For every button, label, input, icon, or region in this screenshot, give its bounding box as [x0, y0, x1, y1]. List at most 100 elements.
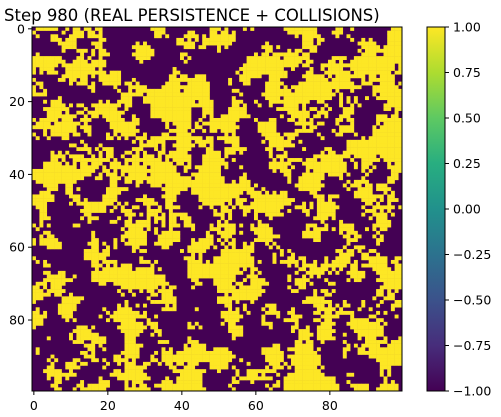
heatmap-cell [209, 234, 214, 239]
heatmap-cell [91, 230, 96, 235]
heatmap-cell [65, 296, 70, 301]
heatmap-cell [283, 63, 288, 68]
heatmap-cell [165, 361, 170, 366]
heatmap-cell [313, 383, 318, 388]
heatmap-cell [390, 361, 395, 366]
heatmap-cell [183, 365, 188, 370]
heatmap-cell [72, 41, 77, 46]
heatmap-cell [202, 267, 207, 272]
heatmap-cell [180, 176, 184, 181]
heatmap-cell [316, 329, 321, 334]
heatmap-cell [379, 216, 384, 221]
heatmap-cell [117, 136, 122, 141]
heatmap-cell [298, 332, 303, 337]
heatmap-cell [305, 343, 310, 348]
heatmap-cell [390, 274, 395, 279]
heatmap-cell [43, 194, 48, 199]
heatmap-cell [150, 278, 155, 283]
heatmap-cell [80, 63, 85, 68]
heatmap-cell [250, 245, 255, 250]
colorbar-tick-label: 1.00 [453, 20, 481, 35]
heatmap-cell [194, 85, 199, 90]
heatmap-cell [383, 212, 388, 217]
heatmap-cell [131, 128, 136, 133]
heatmap-cell [309, 343, 314, 348]
heatmap-cell [131, 365, 136, 370]
heatmap-cell [32, 321, 36, 326]
heatmap-cell [94, 263, 99, 268]
heatmap-cell [228, 267, 233, 272]
heatmap-cell [83, 74, 88, 79]
heatmap-cell [276, 201, 281, 206]
heatmap-cell [183, 387, 188, 392]
heatmap-cell [328, 212, 332, 217]
heatmap-cell [398, 81, 403, 86]
heatmap-cell [191, 350, 196, 355]
heatmap-cell [213, 41, 218, 46]
heatmap-cell [246, 114, 251, 119]
heatmap-cell [342, 347, 347, 352]
heatmap-cell [383, 187, 388, 192]
heatmap-cell [150, 161, 155, 166]
heatmap-cell [365, 183, 369, 188]
heatmap-cell [32, 256, 36, 261]
heatmap-cell [320, 110, 325, 115]
heatmap-cell [183, 85, 188, 90]
heatmap-cell [276, 198, 281, 202]
heatmap-cell [176, 139, 181, 144]
heatmap-cell [128, 212, 133, 217]
heatmap-cell [205, 150, 210, 155]
heatmap-cell [350, 318, 355, 323]
heatmap-cell [165, 354, 170, 359]
heatmap-cell [43, 168, 48, 173]
heatmap-cell [246, 376, 251, 381]
heatmap-cell [72, 387, 77, 392]
heatmap-cell [176, 81, 181, 86]
heatmap-cell [146, 198, 151, 202]
heatmap-cell [61, 41, 66, 46]
heatmap-cell [224, 37, 229, 42]
heatmap-cell [124, 81, 129, 86]
heatmap-cell [72, 194, 77, 199]
heatmap-cell [57, 274, 62, 279]
heatmap-cell [180, 387, 184, 392]
heatmap-cell [83, 118, 88, 122]
heatmap-cell [139, 219, 144, 224]
heatmap-cell [368, 158, 373, 162]
heatmap-cell [69, 37, 73, 42]
heatmap-cell [339, 85, 344, 90]
heatmap-cell [217, 365, 221, 370]
heatmap-cell [131, 205, 136, 210]
heatmap-cell [143, 274, 147, 279]
heatmap-cell [231, 296, 236, 301]
heatmap-cell [372, 158, 377, 162]
heatmap-cell [254, 372, 258, 377]
heatmap-cell [202, 179, 207, 184]
heatmap-cell [35, 168, 40, 173]
heatmap-cell [57, 303, 62, 308]
heatmap-cell [283, 70, 288, 75]
heatmap-cell [131, 369, 136, 374]
heatmap-cell [109, 267, 114, 272]
heatmap-cell [302, 336, 307, 341]
heatmap-cell [235, 270, 240, 275]
heatmap-cell [287, 99, 292, 104]
heatmap-cell [98, 201, 103, 206]
heatmap-cell [180, 132, 184, 137]
heatmap-cell [387, 67, 392, 71]
heatmap-cell [320, 307, 325, 312]
heatmap-cell [69, 41, 73, 46]
heatmap-cell [180, 383, 184, 388]
heatmap-cell [205, 121, 210, 126]
heatmap-cell [279, 88, 284, 93]
heatmap-cell [394, 300, 399, 304]
heatmap-cell [339, 165, 344, 170]
heatmap-cell [228, 212, 233, 217]
heatmap-cell [124, 380, 129, 384]
heatmap-cell [146, 88, 151, 93]
heatmap-cell [168, 172, 173, 177]
heatmap-cell [339, 158, 344, 162]
heatmap-cell [124, 201, 129, 206]
heatmap-cell [46, 372, 51, 377]
heatmap-cell [50, 234, 55, 239]
